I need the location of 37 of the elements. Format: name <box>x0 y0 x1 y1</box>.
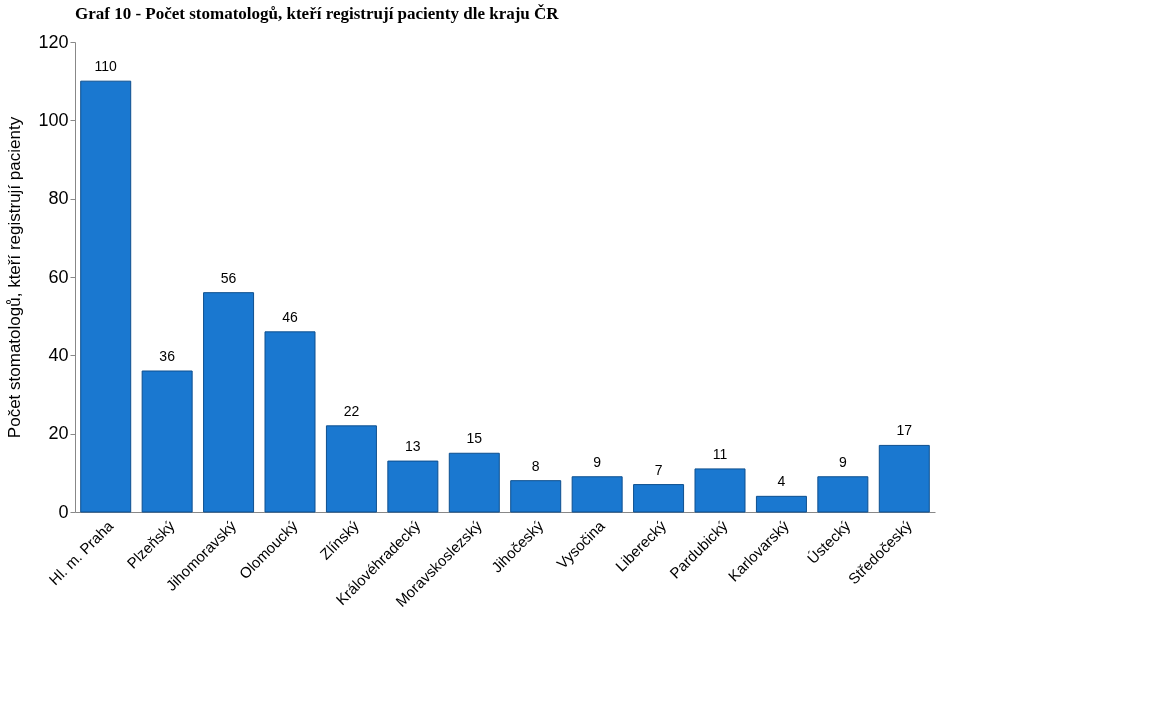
bar <box>571 476 623 513</box>
y-tick-label: 80 <box>48 188 69 209</box>
y-tick-label: 100 <box>38 109 69 130</box>
bar <box>755 495 807 513</box>
bar <box>633 484 685 513</box>
data-label: 9 <box>593 453 602 470</box>
bar <box>510 480 562 513</box>
y-tick-label: 120 <box>38 31 69 52</box>
data-label: 13 <box>405 438 421 455</box>
data-label: 110 <box>94 58 118 75</box>
y-tick-label: 20 <box>48 423 69 444</box>
data-label: 56 <box>220 269 237 286</box>
y-axis-title: Počet stomatologů, kteří registrují pacienty <box>5 116 25 439</box>
bar <box>817 476 869 513</box>
bar <box>325 425 377 513</box>
data-label: 22 <box>343 402 360 419</box>
data-label: 9 <box>838 453 847 470</box>
data-label: 11 <box>712 445 728 462</box>
y-tick-label: 0 <box>58 501 69 522</box>
data-label: 36 <box>159 348 176 364</box>
bar <box>694 468 746 513</box>
bar <box>878 444 930 513</box>
data-label: 15 <box>466 430 483 447</box>
data-label: 4 <box>777 473 786 490</box>
bar <box>264 331 316 513</box>
bar <box>141 370 193 513</box>
bar <box>448 452 500 513</box>
data-label: 8 <box>531 457 540 474</box>
bar <box>80 80 132 513</box>
data-label: 46 <box>282 308 298 325</box>
y-tick-label: 60 <box>48 266 69 287</box>
y-tick-label: 40 <box>48 344 69 365</box>
chart-title: Graf 10 - Počet stomatologů, kteří registrují pacienty dle kraju ČR <box>75 4 560 23</box>
bar <box>203 292 255 513</box>
data-label: 17 <box>896 422 913 439</box>
data-label: 7 <box>654 461 663 478</box>
bar <box>387 460 439 513</box>
